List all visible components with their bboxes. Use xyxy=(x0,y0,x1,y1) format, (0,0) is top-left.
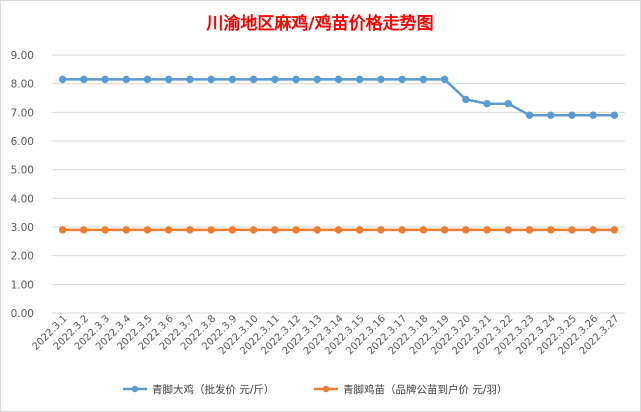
data-point xyxy=(228,226,237,234)
y-tick-label: 1.00 xyxy=(11,279,34,291)
data-point xyxy=(377,226,385,234)
y-tick-label: 8.00 xyxy=(11,79,34,91)
data-point xyxy=(547,111,555,119)
data-point xyxy=(589,226,597,234)
data-point xyxy=(440,75,449,84)
data-point xyxy=(228,75,237,84)
data-point xyxy=(568,226,576,234)
data-point xyxy=(483,100,491,108)
data-point xyxy=(462,95,470,104)
data-point xyxy=(271,75,279,84)
data-point xyxy=(80,75,88,84)
data-point xyxy=(122,226,130,234)
series-line xyxy=(62,78,615,117)
data-point xyxy=(610,226,619,234)
data-point xyxy=(568,111,576,119)
data-point xyxy=(249,75,258,84)
data-point xyxy=(186,75,194,84)
legend-label: 青脚鸡苗（品牌公苗到户价 元/羽） xyxy=(343,383,507,396)
data-point xyxy=(271,226,279,234)
data-point xyxy=(377,75,385,84)
data-point xyxy=(58,226,67,234)
data-point xyxy=(101,226,109,234)
data-point xyxy=(483,226,491,234)
data-point xyxy=(525,111,534,119)
y-tick-label: 3.00 xyxy=(11,222,34,234)
data-point xyxy=(334,226,343,234)
data-point xyxy=(165,75,173,84)
legend-marker xyxy=(322,385,330,393)
legend-label: 青脚大鸡（批发价 元/斤） xyxy=(152,383,274,396)
y-tick-label: 5.00 xyxy=(11,165,34,177)
data-point xyxy=(143,75,152,84)
data-point xyxy=(398,75,406,84)
data-point xyxy=(525,226,534,234)
data-point xyxy=(610,111,619,119)
data-point xyxy=(292,75,300,84)
data-point xyxy=(419,226,428,234)
legend-entry: 青脚大鸡（批发价 元/斤） xyxy=(123,383,274,396)
data-point xyxy=(504,100,512,108)
series-lines xyxy=(58,75,619,234)
data-point xyxy=(122,75,130,84)
data-point xyxy=(207,75,215,84)
data-point xyxy=(313,226,321,234)
y-tick-label: 6.00 xyxy=(11,136,34,148)
legend-entry: 青脚鸡苗（品牌公苗到户价 元/羽） xyxy=(314,383,507,396)
data-point xyxy=(101,75,109,84)
y-tick-label: 7.00 xyxy=(11,107,34,119)
chart-title: 川渝地区麻鸡/鸡苗价格走势图 xyxy=(205,13,433,34)
y-tick-label: 9.00 xyxy=(11,50,34,62)
data-point xyxy=(504,226,512,234)
data-point xyxy=(398,226,406,234)
data-point xyxy=(58,75,67,84)
legend-marker xyxy=(131,385,139,393)
data-point xyxy=(440,226,449,234)
data-point xyxy=(419,75,428,84)
data-point xyxy=(334,75,343,84)
series-1 xyxy=(58,75,619,119)
y-tick-label: 4.00 xyxy=(11,193,34,205)
data-point xyxy=(165,226,173,234)
data-point xyxy=(589,111,597,119)
x-axis-ticks: 2022.3.12022.3.22022.3.32022.3.42022.3.5… xyxy=(30,313,621,357)
data-point xyxy=(356,226,364,234)
data-point xyxy=(143,226,152,234)
y-tick-label: 0.00 xyxy=(11,308,34,320)
data-point xyxy=(547,226,555,234)
data-point xyxy=(249,226,258,234)
data-point xyxy=(80,226,88,234)
data-point xyxy=(292,226,300,234)
data-point xyxy=(207,226,215,234)
series-2 xyxy=(58,226,619,234)
data-point xyxy=(186,226,194,234)
data-point xyxy=(462,226,470,234)
gridlines xyxy=(52,54,625,314)
data-point xyxy=(313,75,321,84)
y-axis-ticks: 0.00 1.00 2.00 3.00 4.00 5.00 6.00 7.00 8.00 9.00 xyxy=(11,50,34,320)
legend: 青脚大鸡（批发价 元/斤） 青脚鸡苗（品牌公苗到户价 元/羽） xyxy=(123,383,507,396)
data-point xyxy=(356,75,364,84)
y-tick-label: 2.00 xyxy=(11,251,34,263)
